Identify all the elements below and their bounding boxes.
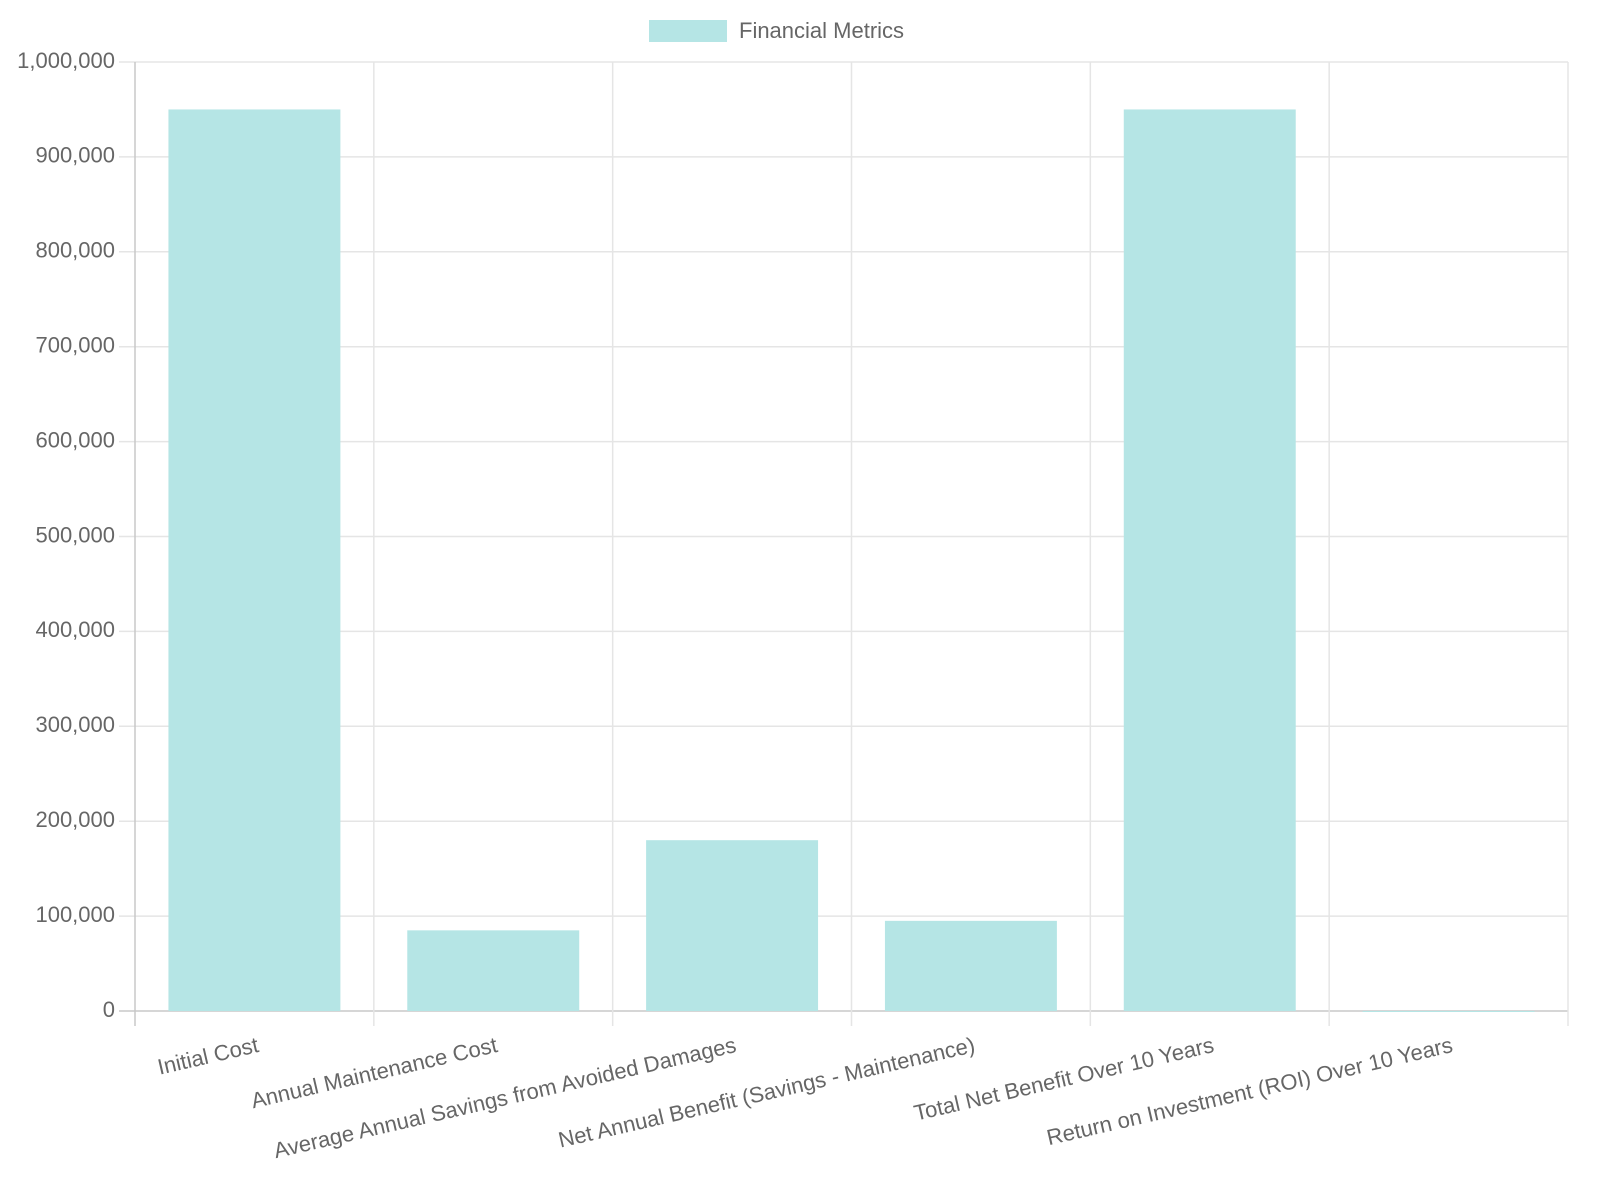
y-tick-label: 0: [103, 997, 115, 1022]
y-tick-label: 100,000: [35, 902, 115, 927]
bar: [884, 920, 1057, 1011]
bar: [1123, 109, 1296, 1011]
bar: [1362, 1010, 1535, 1012]
y-tick-label: 200,000: [35, 807, 115, 832]
bar: [646, 840, 819, 1011]
x-tick-label: Initial Cost: [155, 1032, 261, 1079]
y-tick-label: 900,000: [35, 143, 115, 168]
y-tick-label: 1,000,000: [17, 48, 115, 73]
x-tick-label: Average Annual Savings from Avoided Dama…: [271, 1032, 738, 1163]
bar: [407, 930, 580, 1011]
y-tick-label: 500,000: [35, 522, 115, 547]
x-tick-label: Return on Investment (ROI) Over 10 Years: [1044, 1032, 1455, 1150]
legend-swatch: [649, 20, 727, 42]
bar: [168, 109, 341, 1011]
x-tick-label: Net Annual Benefit (Savings - Maintenanc…: [556, 1032, 977, 1152]
legend-label: Financial Metrics: [739, 18, 904, 43]
y-tick-label: 600,000: [35, 427, 115, 452]
y-tick-label: 300,000: [35, 712, 115, 737]
y-tick-label: 400,000: [35, 617, 115, 642]
y-tick-label: 700,000: [35, 333, 115, 358]
y-tick-label: 800,000: [35, 238, 115, 263]
